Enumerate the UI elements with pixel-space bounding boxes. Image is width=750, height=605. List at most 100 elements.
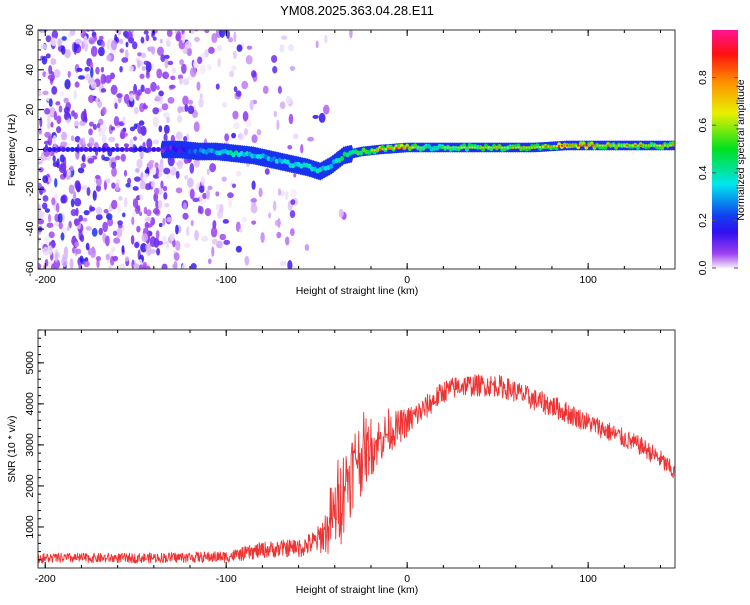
- chart-title: YM08.2025.363.04.28.E11: [280, 3, 434, 18]
- colorbar-axis: 0.0 0.2 0.4 0.6 0.8: [697, 70, 738, 275]
- noise-blob: [64, 48, 71, 59]
- ridge-blob: [115, 147, 121, 152]
- noise-blob: [199, 64, 206, 74]
- noise-blob: [290, 228, 295, 236]
- noise-blob: [117, 220, 123, 226]
- noise-blob: [133, 107, 139, 115]
- noise-blob: [181, 63, 187, 74]
- noise-blob: [167, 155, 175, 167]
- ridge-core: [373, 149, 377, 152]
- noise-blob: [232, 50, 237, 60]
- ridge-core: [528, 146, 531, 149]
- noise-blob: [78, 214, 83, 222]
- ridge-core: [446, 146, 450, 149]
- ridge-core: [376, 148, 379, 151]
- x-tick-label: 100: [579, 274, 597, 286]
- noise-blob: [183, 242, 191, 249]
- y-tick-label: 5000: [24, 351, 36, 375]
- ridge-blob: [74, 147, 80, 152]
- noise-blob: [182, 78, 190, 86]
- ridge-core: [490, 146, 493, 149]
- noise-blob: [231, 65, 237, 72]
- noise-blob: [323, 104, 330, 115]
- noise-blob: [227, 267, 231, 269]
- noise-blob: [137, 52, 142, 57]
- noise-blob: [106, 213, 113, 221]
- noise-blob: [236, 44, 243, 52]
- noise-blob: [84, 66, 90, 72]
- ridge-core: [574, 144, 577, 147]
- noise-blob: [256, 129, 262, 136]
- x-tick-label: 0: [404, 274, 410, 286]
- noise-blob: [90, 81, 97, 89]
- noise-blob: [45, 35, 52, 43]
- noise-blob: [218, 203, 224, 214]
- noise-blob: [136, 89, 142, 96]
- ridge-core: [541, 145, 545, 148]
- noise-blob: [139, 102, 145, 113]
- noise-blob: [112, 230, 118, 237]
- noise-blob: [280, 35, 288, 40]
- noise-blob: [190, 263, 197, 269]
- noise-blob: [58, 105, 63, 113]
- noise-blob: [162, 217, 166, 226]
- noise-blob: [80, 162, 87, 169]
- ridge-core: [601, 144, 605, 147]
- colorbar-tick-label: 0.6: [697, 118, 709, 133]
- ridge-blob: [110, 147, 116, 152]
- noise-blob: [245, 54, 253, 65]
- noise-blob: [142, 141, 146, 149]
- noise-blob: [304, 244, 310, 252]
- noise-blob: [186, 47, 192, 57]
- noise-blob: [95, 97, 99, 105]
- noise-blob: [129, 138, 134, 150]
- noise-blob: [60, 141, 68, 147]
- noise-blob: [206, 64, 212, 71]
- noise-blob: [101, 40, 105, 48]
- ridge-blob: [97, 147, 103, 152]
- noise-blob: [169, 84, 176, 89]
- noise-blob: [114, 102, 118, 110]
- ridge-core: [498, 146, 501, 149]
- noise-blob: [111, 199, 118, 210]
- noise-blob: [60, 195, 66, 204]
- noise-blob: [144, 265, 151, 269]
- ridge-blob: [359, 150, 364, 156]
- noise-blob: [144, 183, 152, 191]
- noise-blob: [277, 217, 281, 229]
- noise-blob: [207, 258, 212, 265]
- noise-blob: [238, 132, 245, 142]
- noise-blob: [133, 136, 138, 141]
- noise-blob: [207, 185, 213, 191]
- noise-blob: [152, 116, 159, 128]
- noise-blob: [50, 121, 54, 128]
- noise-blob: [271, 54, 278, 63]
- noise-blob: [146, 138, 153, 149]
- ridge-core: [400, 146, 404, 149]
- noise-blob: [126, 31, 133, 41]
- noise-blob: [173, 252, 180, 261]
- noise-blob: [39, 116, 43, 128]
- ridge-core: [590, 144, 594, 147]
- noise-blob: [143, 60, 150, 65]
- noise-blob: [194, 229, 199, 241]
- ridge-core: [550, 145, 553, 148]
- noise-blob: [61, 45, 66, 55]
- noise-blob: [51, 30, 59, 40]
- ridge-blob: [272, 156, 277, 162]
- noise-blob: [95, 214, 103, 221]
- noise-blob: [154, 187, 160, 195]
- noise-blob: [96, 258, 100, 269]
- noise-blob: [48, 231, 55, 239]
- noise-blob: [103, 208, 109, 214]
- noise-blob: [260, 232, 265, 243]
- noise-blob: [42, 175, 49, 184]
- noise-blob: [113, 237, 121, 244]
- noise-blob: [68, 184, 75, 195]
- noise-blob: [42, 90, 49, 95]
- noise-blob: [217, 57, 221, 68]
- noise-blob: [170, 75, 176, 81]
- noise-blob: [244, 128, 248, 136]
- noise-blob: [42, 246, 50, 256]
- noise-blob: [38, 211, 45, 219]
